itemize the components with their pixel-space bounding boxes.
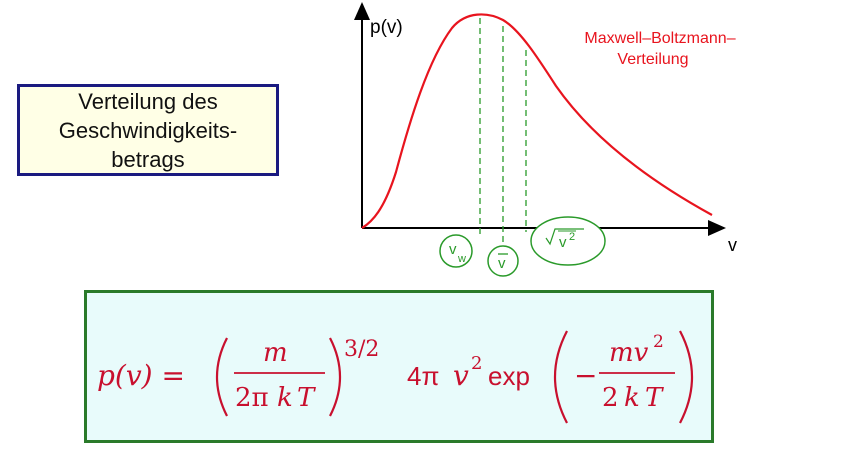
title-line-1: Verteilung des: [78, 88, 218, 114]
formula-frac1-num: m: [263, 338, 288, 368]
formula-frac2-num: mv: [609, 338, 649, 368]
formula-box: p(v) = m 2π k T 3/2 4π v 2 exp − mv 2 2 …: [84, 290, 714, 443]
title-line-3: betrags: [111, 146, 185, 172]
formula-frac1-den-k: k: [277, 383, 293, 413]
formula-paren-open-1: [215, 337, 228, 417]
formula-v: v: [453, 359, 469, 392]
formula-frac2-den-T: T: [645, 383, 664, 413]
marker-vrms-exponent: 2: [569, 231, 575, 243]
marker-vbar-circle: [487, 245, 519, 277]
formula-4pi: 4π: [407, 361, 439, 391]
marker-vw-label: v: [449, 241, 457, 258]
marker-vbar-label: v: [498, 255, 506, 272]
formula-exp: exp: [488, 361, 530, 391]
formula-v-exponent: 2: [471, 353, 482, 374]
x-axis-label: v: [728, 235, 737, 255]
formula-frac2-num-exponent: 2: [653, 332, 664, 352]
title-line-2: Geschwindigkeits-: [58, 117, 238, 143]
marker-vrms-label: v: [559, 234, 567, 251]
marker-vrms-ellipse: [530, 216, 606, 266]
marker-vrms-root-sign: [545, 228, 584, 246]
curve-label-line1: Maxwell–Boltzmann–: [584, 30, 735, 47]
formula-exponent: 3/2: [344, 337, 379, 362]
title-box: Verteilung des Geschwindigkeits- betrags: [17, 84, 279, 176]
formula: p(v) = m 2π k T 3/2 4π v 2 exp − mv 2 2 …: [97, 330, 694, 424]
marker-vw-subscript: w: [457, 253, 466, 265]
formula-frac1-den-T: T: [297, 383, 316, 413]
formula-frac1-den-2pi: 2π: [235, 383, 269, 413]
formula-minus: −: [574, 359, 597, 392]
formula-frac2-den-k: k: [624, 383, 640, 413]
curve-label-line2: Verteilung: [617, 51, 688, 68]
distribution-curve: [361, 13, 713, 229]
formula-paren-open-2: [553, 330, 568, 424]
maxwell-boltzmann-diagram: p(v) v Maxwell–Boltzmann– Verteilung v w…: [354, 2, 737, 277]
y-axis-label: p(v): [370, 17, 403, 38]
formula-paren-close-1: [329, 337, 342, 417]
formula-frac2-den-2: 2: [602, 383, 619, 413]
formula-paren-close-2: [679, 330, 694, 424]
marker-vw-circle: [439, 234, 473, 268]
formula-lhs: p(v) =: [97, 359, 185, 392]
